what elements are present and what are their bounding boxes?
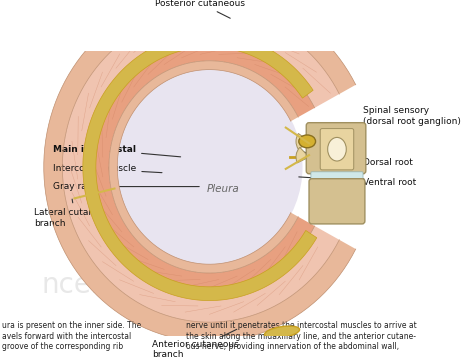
Text: ura is present on the inner side. The
avels forward with the intercostal
groove : ura is present on the inner side. The av… xyxy=(2,321,141,351)
Polygon shape xyxy=(83,33,317,300)
Text: Spinal sensory
(dorsal root ganglion): Spinal sensory (dorsal root ganglion) xyxy=(321,106,461,135)
Ellipse shape xyxy=(299,135,316,148)
Polygon shape xyxy=(109,61,298,273)
Polygon shape xyxy=(44,0,356,342)
Text: Ventral root: Ventral root xyxy=(299,177,416,187)
Text: ncer: ncer xyxy=(42,271,103,299)
Text: Posterior cutaneous: Posterior cutaneous xyxy=(155,0,245,18)
Text: Lateral cutaneous
branch: Lateral cutaneous branch xyxy=(35,199,116,228)
Text: nerve until it penetrates the intercostal muscles to arrive at
the skin along th: nerve until it penetrates the intercosta… xyxy=(186,321,417,351)
Polygon shape xyxy=(63,11,339,322)
Wedge shape xyxy=(296,147,309,163)
FancyBboxPatch shape xyxy=(306,123,366,174)
Ellipse shape xyxy=(116,69,302,265)
Text: Anterior cutaneous
branch: Anterior cutaneous branch xyxy=(152,329,238,359)
Wedge shape xyxy=(296,134,309,149)
Text: Main intercostal: Main intercostal xyxy=(53,145,181,157)
FancyBboxPatch shape xyxy=(311,172,363,181)
Text: Pleura: Pleura xyxy=(207,183,240,194)
FancyBboxPatch shape xyxy=(320,129,354,170)
Ellipse shape xyxy=(264,326,300,338)
Polygon shape xyxy=(91,41,315,293)
FancyBboxPatch shape xyxy=(309,179,365,224)
Ellipse shape xyxy=(328,137,346,161)
Text: Dorsal root: Dorsal root xyxy=(299,151,413,168)
Text: Intercostal muscle: Intercostal muscle xyxy=(53,164,162,173)
Text: Gray ramus: Gray ramus xyxy=(53,182,199,191)
